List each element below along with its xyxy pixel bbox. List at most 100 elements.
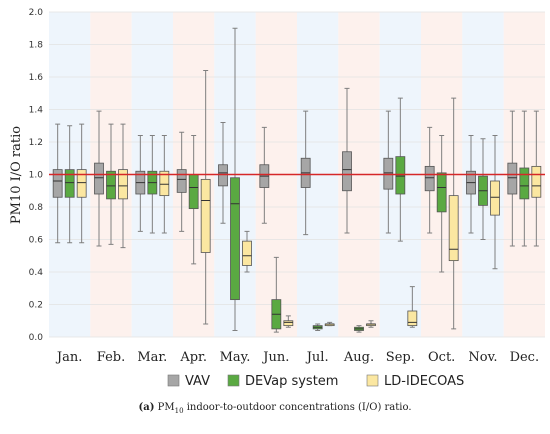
series-3 <box>76 70 542 330</box>
box-2-3 <box>147 135 158 234</box>
box-1-6 <box>259 126 270 224</box>
y-tick-label-4: 0.6 <box>29 236 44 246</box>
box-2-9 <box>395 97 406 242</box>
legend: VAV DEVap system LD-IDECOAS <box>167 374 464 389</box>
y-tick-label-5: 0.8 <box>29 203 44 213</box>
box-body <box>490 180 500 216</box>
box-body <box>436 172 447 213</box>
box-body <box>230 177 240 301</box>
box-body <box>52 169 63 198</box>
box-body <box>76 169 87 198</box>
month-label-4: Apr. <box>179 350 207 365</box>
legend-entry-1: VAV <box>185 374 210 389</box>
box-3-11 <box>490 135 500 270</box>
legend-swatch-1 <box>167 374 180 387</box>
y-axis-label: PM10 I/O ratio <box>9 126 24 224</box>
month-label-6: Jun. <box>261 350 289 365</box>
box-body <box>395 156 406 195</box>
box-2-7 <box>312 323 323 331</box>
legend-entry-2: DEVap system <box>245 374 338 389</box>
box-1-11 <box>466 135 476 234</box>
box-1-2 <box>94 110 104 247</box>
box-3-3 <box>159 135 170 234</box>
y-tick-label-11: 2.0 <box>29 8 44 18</box>
boxplot-chart: 0.0 0.2 0.4 0.6 0.8 1.0 1.2 1.4 1.6 1.8 2.0 PM10 I… <box>9 8 545 389</box>
box-1-1 <box>52 123 63 244</box>
box-2-6 <box>271 256 282 333</box>
box-body <box>188 174 199 210</box>
y-tick-label-3: 0.4 <box>29 268 44 278</box>
box-body <box>342 151 352 192</box>
box-1-10 <box>424 126 435 234</box>
box-3-6 <box>283 315 294 328</box>
box-3-5 <box>242 230 252 273</box>
figure-caption: (a) PM10 indoor-to-outdoor concentration… <box>0 402 550 415</box>
box-2-12 <box>519 110 530 247</box>
y-tick-label-7: 1.2 <box>29 138 43 148</box>
box-body <box>118 169 128 200</box>
y-tick-label-1: 0.0 <box>29 333 44 343</box>
legend-swatch-3 <box>366 374 379 387</box>
series-2 <box>64 27 530 333</box>
box-2-11 <box>478 138 488 240</box>
box-3-9 <box>407 286 418 328</box>
box-series <box>52 27 542 333</box>
box-body <box>94 162 104 195</box>
box-2-1 <box>64 125 75 244</box>
month-label-7: Jul. <box>305 350 329 365</box>
y-tick-label-6: 1.0 <box>29 171 44 181</box>
box-3-2 <box>118 123 128 249</box>
box-3-8 <box>366 320 376 328</box>
box-body <box>531 165 542 198</box>
box-body <box>507 162 518 195</box>
box-body <box>519 167 530 200</box>
box-2-2 <box>106 123 116 245</box>
y-tick-label-2: 0.2 <box>29 301 43 311</box>
box-2-8 <box>354 325 364 333</box>
month-label-8: Aug. <box>343 350 374 365</box>
series-1 <box>52 87 518 247</box>
box-1-8 <box>342 87 352 234</box>
box-body <box>218 164 228 187</box>
box-body <box>283 320 294 327</box>
month-label-10: Oct. <box>428 350 455 365</box>
x-axis-month-labels: Jan. Feb. Mar. Apr. May. Jun. Jul. Aug. Sep. Oct.… <box>55 350 539 365</box>
caption-text-before: PM <box>157 402 175 413</box>
box-1-7 <box>300 110 311 236</box>
box-3-10 <box>448 97 459 330</box>
box-2-4 <box>188 135 199 265</box>
box-3-1 <box>76 123 87 244</box>
box-1-4 <box>176 131 187 232</box>
y-tick-label-9: 1.6 <box>29 73 44 83</box>
month-label-2: Feb. <box>97 350 125 365</box>
legend-swatch-2 <box>227 374 240 387</box>
caption-label: (a) <box>138 402 155 413</box>
box-1-9 <box>383 110 394 234</box>
box-body <box>64 169 75 198</box>
box-2-5 <box>230 27 240 331</box>
y-axis-ticks: 0.0 0.2 0.4 0.6 0.8 1.0 1.2 1.4 1.6 1.8 2.0 <box>29 8 44 343</box>
box-3-7 <box>324 321 335 327</box>
box-body <box>383 157 394 190</box>
month-label-3: Mar. <box>137 350 167 365</box>
box-3-4 <box>200 70 211 325</box>
box-body <box>106 170 116 200</box>
box-body <box>176 169 187 193</box>
box-body <box>200 178 211 253</box>
box-body <box>407 310 418 327</box>
month-label-1: Jan. <box>55 350 82 365</box>
month-label-12: Dec. <box>510 350 540 365</box>
box-2-10 <box>436 135 447 273</box>
box-1-5 <box>218 122 228 224</box>
box-1-3 <box>135 135 146 232</box>
box-1-12 <box>507 110 518 247</box>
box-body <box>424 165 435 192</box>
box-3-12 <box>531 110 542 247</box>
box-body <box>448 195 459 262</box>
legend-entry-3: LD-IDECOAS <box>384 374 464 389</box>
y-tick-label-10: 1.8 <box>29 41 44 51</box>
box-body <box>159 170 170 197</box>
box-body <box>242 240 252 266</box>
y-tick-label-8: 1.4 <box>29 106 44 116</box>
month-label-9: Sep. <box>386 350 415 365</box>
